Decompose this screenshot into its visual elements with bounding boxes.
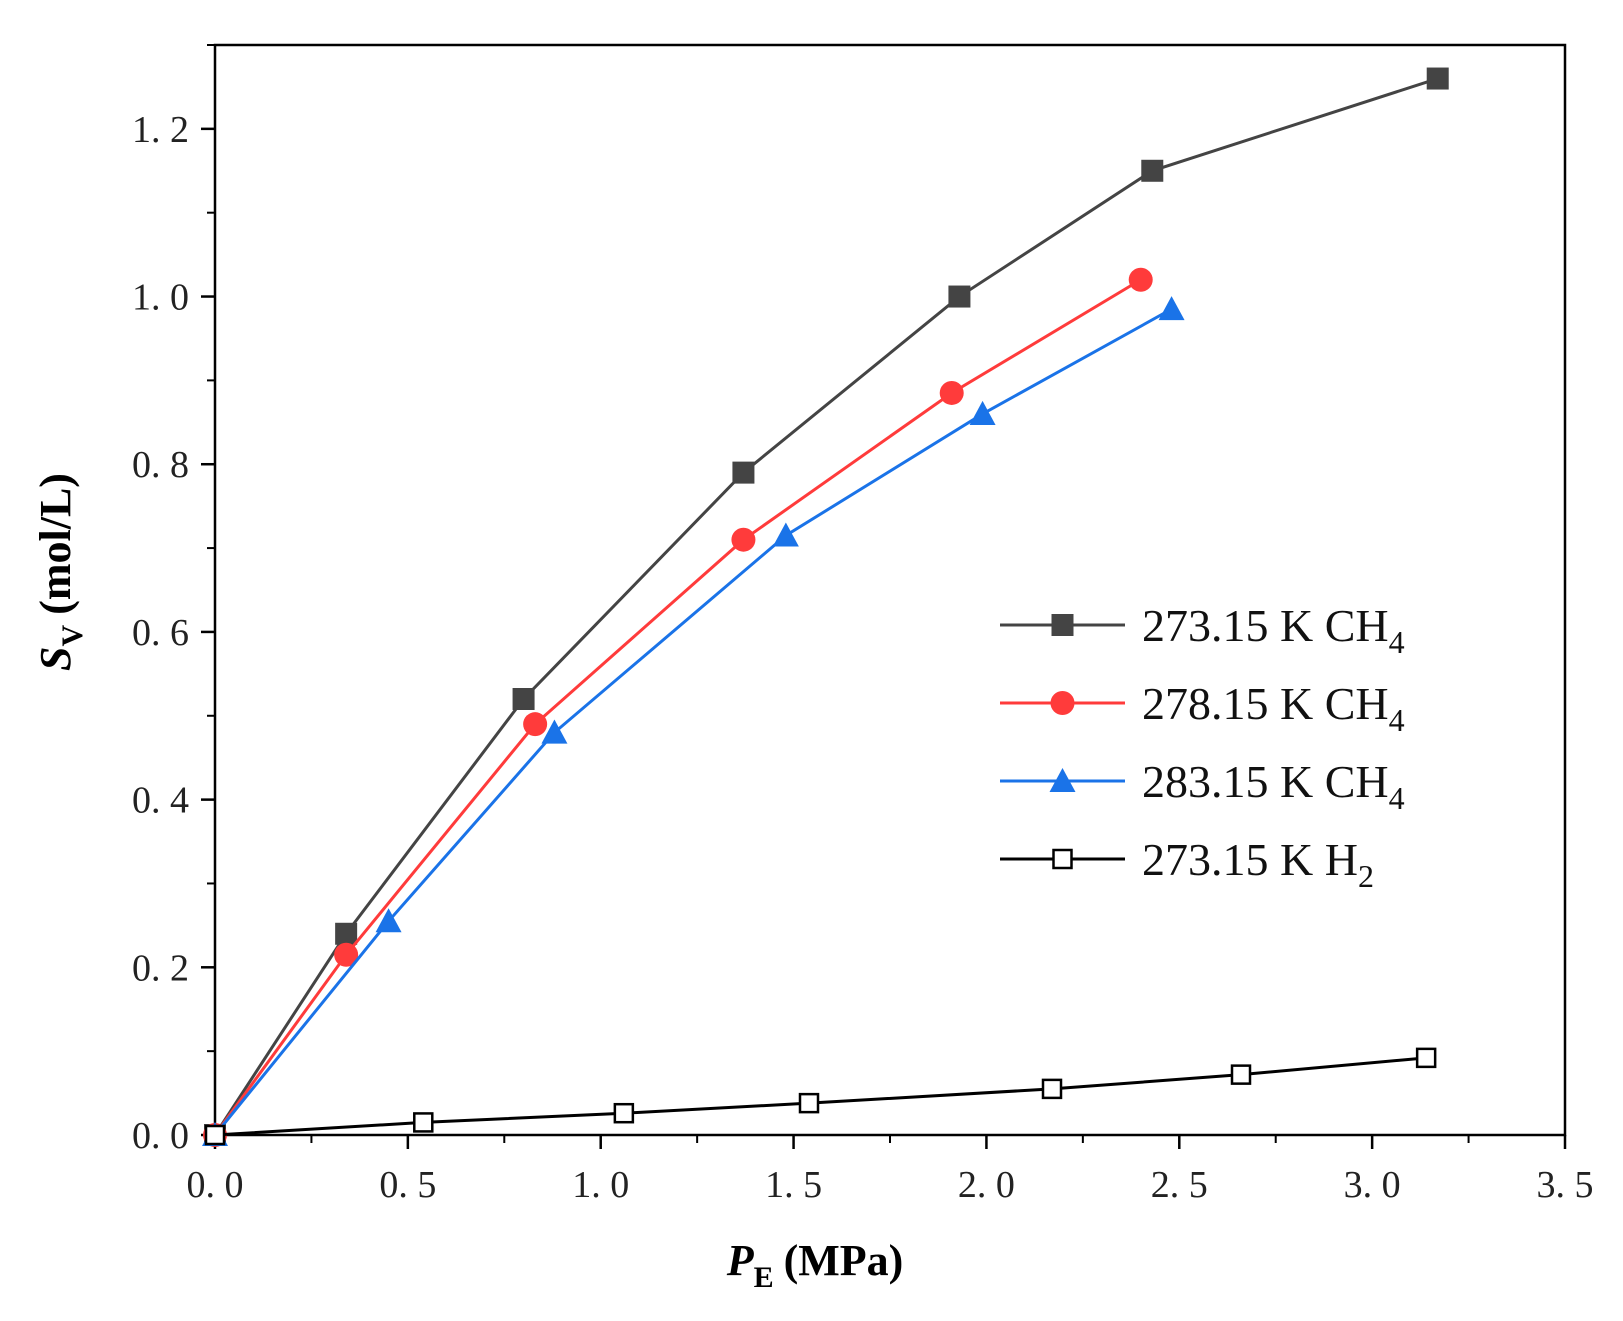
data-point bbox=[1158, 296, 1185, 321]
data-point bbox=[523, 712, 548, 737]
y-tick-label: 1. 2 bbox=[132, 109, 189, 151]
y-axis-title-unit: (mol/L) bbox=[31, 473, 80, 615]
legend-entry-2: 278.15 K CH4 bbox=[1000, 678, 1405, 738]
x-tick-label: 2. 0 bbox=[958, 1164, 1015, 1206]
data-point bbox=[1230, 1064, 1252, 1085]
x-axis-title: PE (MPa) bbox=[726, 1236, 904, 1294]
data-point bbox=[1128, 267, 1153, 292]
x-axis-title-sub: E bbox=[754, 1261, 774, 1294]
data-point bbox=[948, 285, 971, 308]
series-layer bbox=[202, 67, 1449, 1147]
data-point bbox=[1041, 1078, 1063, 1100]
data-point bbox=[939, 380, 964, 405]
y-tick-label: 0. 0 bbox=[132, 1115, 189, 1157]
x-tick-label: 2. 5 bbox=[1151, 1164, 1208, 1206]
data-point bbox=[512, 688, 535, 710]
legend-label: 283.15 K CH4 bbox=[1142, 756, 1405, 816]
x-tick-label: 1. 0 bbox=[572, 1164, 629, 1206]
series-line bbox=[213, 278, 1142, 1136]
x-tick-label: 3. 5 bbox=[1537, 1164, 1594, 1206]
data-point bbox=[1141, 159, 1164, 182]
data-point bbox=[334, 942, 359, 967]
x-tick-label: 0. 5 bbox=[379, 1164, 436, 1206]
y-tick-label: 0. 4 bbox=[132, 780, 189, 822]
x-axis-title-unit: (MPa) bbox=[784, 1236, 904, 1285]
x-tick-label: 0. 0 bbox=[187, 1164, 244, 1206]
y-tick-label: 0. 6 bbox=[132, 612, 189, 654]
series-4 bbox=[204, 1047, 1437, 1146]
legend-entry-1: 273.15 K CH4 bbox=[1000, 600, 1405, 660]
x-axis-title-main: P bbox=[726, 1236, 755, 1285]
legend-marker bbox=[1049, 768, 1076, 793]
legend-marker bbox=[1050, 691, 1075, 715]
series-line bbox=[213, 307, 1173, 1136]
y-tick-label: 1. 0 bbox=[132, 277, 189, 319]
legend-entry-3: 283.15 K CH4 bbox=[1000, 756, 1405, 816]
x-tick-label: 1. 5 bbox=[765, 1164, 822, 1206]
axes: 0. 0 0. 5 1. 0 1. 5 2. 0 2. 5 3. 0 3. 5 0. 0 0. 2… bbox=[132, 43, 1594, 1206]
y-axis-title-sub: V bbox=[56, 624, 89, 646]
y-axis-title-main: S bbox=[31, 646, 80, 670]
data-point bbox=[969, 400, 996, 425]
legend-marker bbox=[1052, 848, 1073, 870]
data-point bbox=[613, 1102, 635, 1124]
data-point bbox=[375, 908, 402, 933]
data-point bbox=[1426, 67, 1449, 90]
data-point bbox=[772, 522, 799, 547]
legend-label: 273.15 K H2 bbox=[1142, 834, 1374, 894]
plot-frame bbox=[213, 43, 1567, 1137]
y-axis-title: SV (mol/L) bbox=[31, 473, 89, 671]
x-tick-label: 3. 0 bbox=[1344, 1164, 1401, 1206]
legend: 273.15 K CH4 278.15 K CH4 283.15 K CH4 273.… bbox=[1000, 600, 1405, 894]
y-tick-label: 0. 2 bbox=[132, 947, 189, 989]
data-point bbox=[1415, 1047, 1437, 1069]
series-2 bbox=[203, 267, 1153, 1147]
data-point bbox=[732, 461, 755, 484]
legend-label: 273.15 K CH4 bbox=[1142, 600, 1405, 660]
legend-entry-4: 273.15 K H2 bbox=[1000, 834, 1374, 894]
legend-marker bbox=[1051, 614, 1074, 636]
legend-label: 278.15 K CH4 bbox=[1142, 678, 1405, 738]
data-point bbox=[541, 719, 568, 744]
data-point bbox=[798, 1092, 820, 1114]
data-point bbox=[335, 922, 358, 945]
data-point bbox=[413, 1112, 434, 1133]
data-point bbox=[731, 527, 756, 552]
y-tick-label: 0. 8 bbox=[132, 444, 189, 486]
data-point bbox=[204, 1124, 226, 1146]
series-3 bbox=[202, 296, 1185, 1147]
